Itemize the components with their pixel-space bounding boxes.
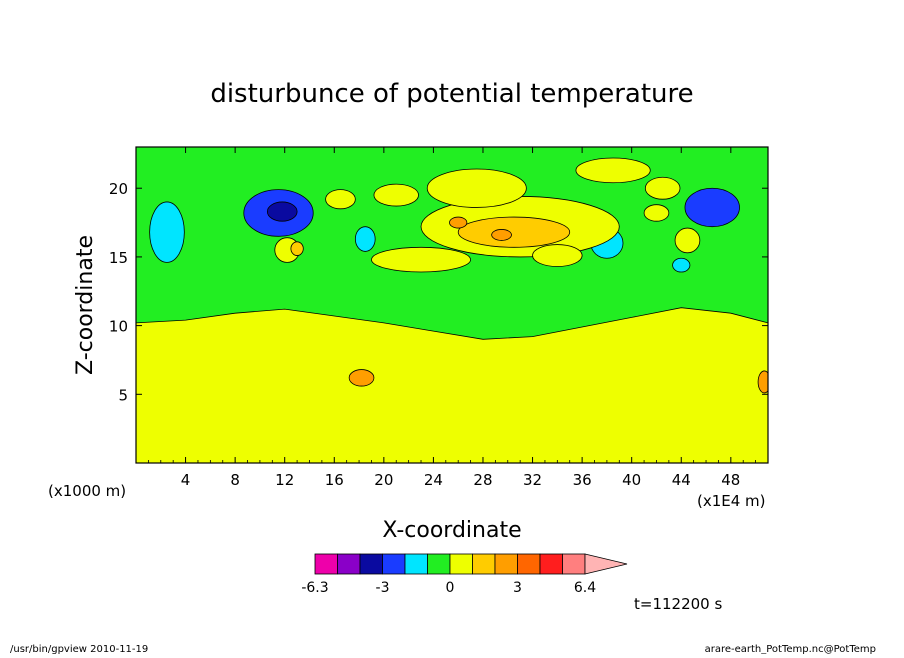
contour-blob xyxy=(149,201,185,263)
contour-blob xyxy=(532,244,583,267)
contour-blob xyxy=(266,201,298,222)
colorbar: -6.3 -3 0 3 6.4 xyxy=(301,553,628,596)
x-tick-label: 16 xyxy=(325,471,344,489)
contour-blob xyxy=(354,226,376,252)
x-tick-label: 40 xyxy=(622,471,641,489)
contour-bands xyxy=(136,307,768,463)
colorbar-label: 6.4 xyxy=(574,580,596,596)
contour-blob xyxy=(449,216,468,229)
plot-frame xyxy=(135,146,769,464)
contour-blob xyxy=(371,246,471,273)
x-tick-label: 20 xyxy=(374,471,393,489)
x-tick-label: 44 xyxy=(672,471,691,489)
x-axis-title: X-coordinate xyxy=(382,518,521,543)
y-axis: 5 10 15 20 xyxy=(109,180,768,404)
contour-blob xyxy=(373,183,419,207)
contour-blob xyxy=(684,187,740,228)
colorbar-arrow xyxy=(584,553,628,575)
footer-left: /usr/bin/gpview 2010-11-19 xyxy=(10,644,148,654)
contour-blob xyxy=(325,189,356,210)
colorbar-swatch xyxy=(382,553,406,575)
x-tick-label: 28 xyxy=(473,471,492,489)
colorbar-swatch xyxy=(337,553,361,575)
colorbar-swatch xyxy=(404,553,428,575)
contour-band-upper xyxy=(136,307,768,463)
contour-blob xyxy=(426,168,527,208)
contour-blob xyxy=(457,216,571,248)
chart-title: disturbunce of potential temperature xyxy=(210,79,693,109)
x-tick-label: 48 xyxy=(721,471,740,489)
x-axis: 4 8 12 16 20 24 28 32 36 40 44 48 xyxy=(147,147,757,489)
colorbar-label: -3 xyxy=(376,580,390,596)
y-tick-label: 5 xyxy=(118,386,128,404)
colorbar-swatch xyxy=(562,553,586,575)
colorbar-label: 3 xyxy=(513,580,522,596)
y-tick-label: 10 xyxy=(109,318,128,336)
contour-blob xyxy=(348,369,375,387)
footer-right: arare-earth_PotTemp.nc@PotTemp xyxy=(705,644,876,654)
colorbar-label: -6.3 xyxy=(301,580,328,596)
colorbar-swatch xyxy=(359,553,383,575)
y-tick-label: 15 xyxy=(109,249,128,267)
x-unit-label: (x1E4 m) xyxy=(697,492,766,510)
colorbar-swatch xyxy=(517,553,541,575)
contour-blob xyxy=(643,204,670,222)
x-tick-label: 32 xyxy=(523,471,542,489)
y-unit-label: (x1000 m) xyxy=(48,482,126,500)
x-tick-label: 4 xyxy=(181,471,191,489)
colorbar-swatch xyxy=(427,553,451,575)
plot-area xyxy=(135,146,769,464)
contour-blob xyxy=(290,241,304,256)
colorbar-label: 0 xyxy=(446,580,455,596)
x-tick-label: 24 xyxy=(424,471,443,489)
contour-blob xyxy=(672,257,691,273)
y-axis-title: Z-coordinate xyxy=(73,235,98,375)
x-tick-label: 36 xyxy=(573,471,592,489)
contour-blob xyxy=(757,370,768,394)
contour-blobs xyxy=(149,157,768,394)
colorbar-swatch xyxy=(539,553,563,575)
contour-blob xyxy=(575,157,651,184)
colorbar-swatch xyxy=(472,553,496,575)
contour-blob xyxy=(644,176,681,200)
contour-blob xyxy=(491,229,512,241)
colorbar-swatch xyxy=(314,553,338,575)
colorbar-swatch xyxy=(494,553,518,575)
y-tick-label: 20 xyxy=(109,180,128,198)
x-tick-label: 8 xyxy=(230,471,240,489)
colorbar-swatch xyxy=(449,553,473,575)
x-tick-label: 12 xyxy=(275,471,294,489)
contour-blob xyxy=(674,227,701,254)
time-label: t=112200 s xyxy=(634,595,722,613)
